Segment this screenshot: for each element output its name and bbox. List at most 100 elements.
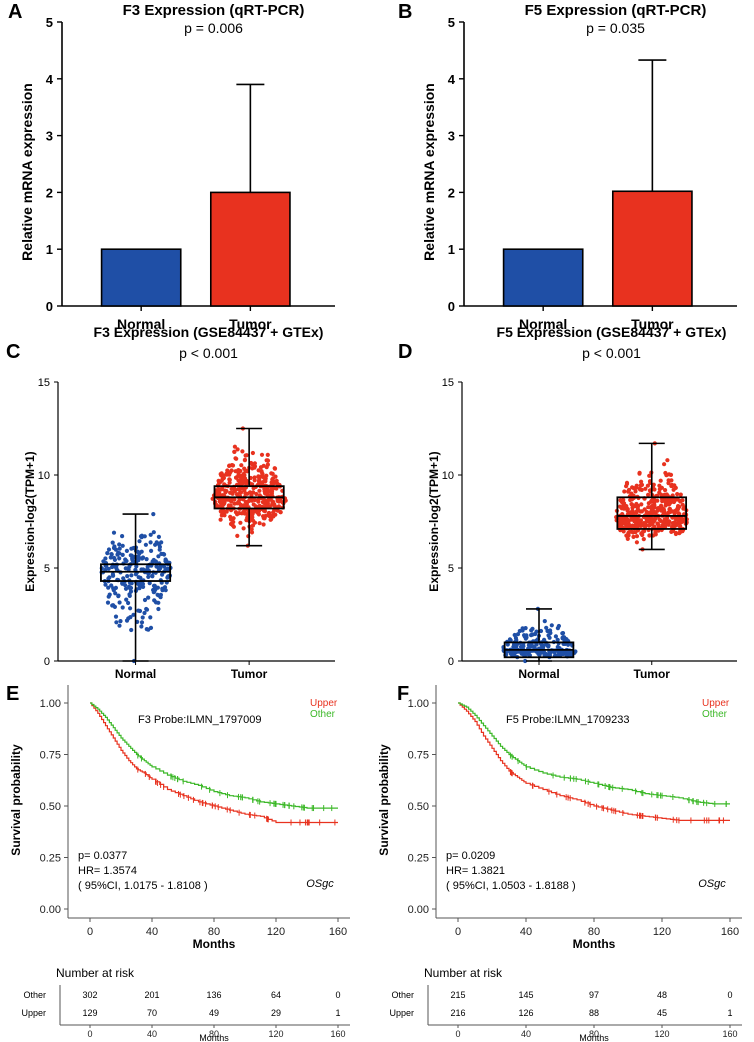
censor-marks-upper [509,769,724,824]
data-point [544,652,549,657]
data-point [144,607,150,612]
y-tick-label: 0.75 [40,750,61,762]
y-tick-label: 3 [448,129,455,144]
data-point [244,468,249,473]
data-point [552,650,557,655]
data-point [670,509,675,514]
data-point [626,533,631,538]
data-point [108,555,113,560]
data-point [139,620,145,625]
data-point [131,545,136,551]
data-point [117,556,122,561]
probe-label: F3 Probe:ILMN_1797009 [138,714,262,726]
data-point [247,490,253,495]
data-point [161,551,166,557]
confidence-interval-label: ( 95%CI, 1.0503 - 1.8188 ) [446,880,576,892]
data-point [230,523,235,528]
data-point [103,582,108,587]
data-point [144,557,149,562]
y-axis-label: Relative mRNA expression [19,83,35,261]
data-point [114,620,119,625]
data-point [529,633,534,638]
data-point [649,498,654,504]
panel-letter: F [397,683,409,705]
data-point [128,606,133,611]
data-point [662,462,667,467]
data-point [256,474,261,479]
x-tick-label: 80 [208,926,220,938]
y-tick-label: 0.25 [408,853,429,865]
data-point [522,652,528,657]
p-value-label: p= 0.0209 [446,850,495,862]
y-tick-label: 0 [46,299,53,314]
data-point [232,497,237,502]
y-tick-label: 0.75 [408,750,429,762]
risk-x-tick-label: 80 [589,1029,599,1039]
risk-x-tick-label: 160 [722,1029,737,1039]
y-tick-label: 1 [46,242,53,257]
data-point [106,547,112,552]
data-point [542,619,547,624]
x-tick-label: Tumor [231,667,268,681]
data-point [618,520,623,525]
data-point [127,593,132,599]
data-point [638,523,644,529]
data-point [117,546,122,551]
data-point [247,497,252,502]
data-point [541,645,546,650]
data-point [112,555,117,561]
data-point [111,530,117,535]
data-point [147,581,152,586]
y-tick-label: 4 [448,72,456,87]
data-point [622,501,627,506]
risk-count: 136 [206,990,221,1000]
data-point [261,522,266,527]
data-point [116,593,121,598]
data-point [230,463,236,468]
bar-normal [100,248,182,307]
data-point [252,465,257,470]
data-point [666,510,672,515]
data-point [124,558,129,564]
risk-x-axis-label: Months [579,1033,609,1042]
data-point [217,480,222,485]
x-tick-label: Tumor [631,316,674,332]
data-point [618,504,623,509]
y-tick-label: 15 [442,377,454,389]
data-point [139,624,144,629]
data-point [555,637,560,642]
data-point [109,552,114,557]
data-point [644,509,649,515]
data-point [262,516,267,521]
chart-title: F5 Expression (qRT-PCR) [525,2,707,19]
data-point [140,615,145,620]
bar-tumor [209,191,291,307]
data-point [269,513,274,519]
risk-x-tick-label: 0 [455,1029,460,1039]
data-point [106,594,111,599]
data-point [640,532,645,538]
data-point [238,490,244,495]
data-point [643,486,648,491]
data-point [117,623,122,628]
data-point [242,479,247,484]
data-point [675,516,680,521]
data-point [657,517,662,522]
data-point [668,472,674,477]
data-point [566,649,571,655]
data-point [621,529,626,534]
data-point [241,526,246,531]
data-point [627,529,632,534]
data-point [663,488,668,493]
data-point [157,542,162,547]
risk-row-label: Upper [389,1008,414,1018]
data-point [676,511,681,516]
data-point [257,521,262,526]
data-point [124,597,129,602]
data-point [232,444,237,449]
x-axis-label: Months [573,937,616,951]
data-point [537,652,542,658]
data-point [258,465,264,470]
data-point [156,606,161,612]
data-point [655,508,660,513]
